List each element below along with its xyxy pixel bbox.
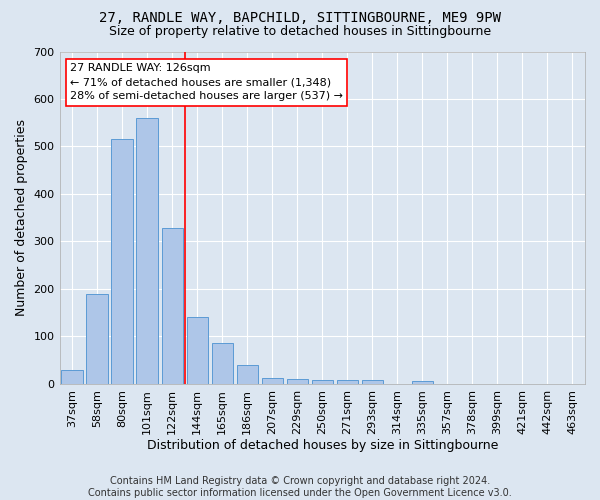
Text: 27 RANDLE WAY: 126sqm
← 71% of detached houses are smaller (1,348)
28% of semi-d: 27 RANDLE WAY: 126sqm ← 71% of detached … (70, 63, 343, 101)
Text: 27, RANDLE WAY, BAPCHILD, SITTINGBOURNE, ME9 9PW: 27, RANDLE WAY, BAPCHILD, SITTINGBOURNE,… (99, 11, 501, 25)
Bar (287, 379, 308, 384)
Text: Size of property relative to detached houses in Sittingbourne: Size of property relative to detached ho… (109, 24, 491, 38)
Bar (362, 380, 383, 384)
Bar (337, 380, 358, 384)
Bar (86, 294, 108, 384)
Bar (112, 140, 133, 384)
X-axis label: Distribution of detached houses by size in Sittingbourne: Distribution of detached houses by size … (146, 440, 498, 452)
Bar (412, 380, 433, 384)
Bar (136, 118, 158, 384)
Bar (161, 228, 183, 384)
Y-axis label: Number of detached properties: Number of detached properties (15, 119, 28, 316)
Bar (61, 370, 83, 384)
Bar (262, 378, 283, 384)
Text: Contains HM Land Registry data © Crown copyright and database right 2024.
Contai: Contains HM Land Registry data © Crown c… (88, 476, 512, 498)
Bar (311, 380, 333, 384)
Bar (236, 365, 258, 384)
Bar (187, 316, 208, 384)
Bar (212, 342, 233, 384)
